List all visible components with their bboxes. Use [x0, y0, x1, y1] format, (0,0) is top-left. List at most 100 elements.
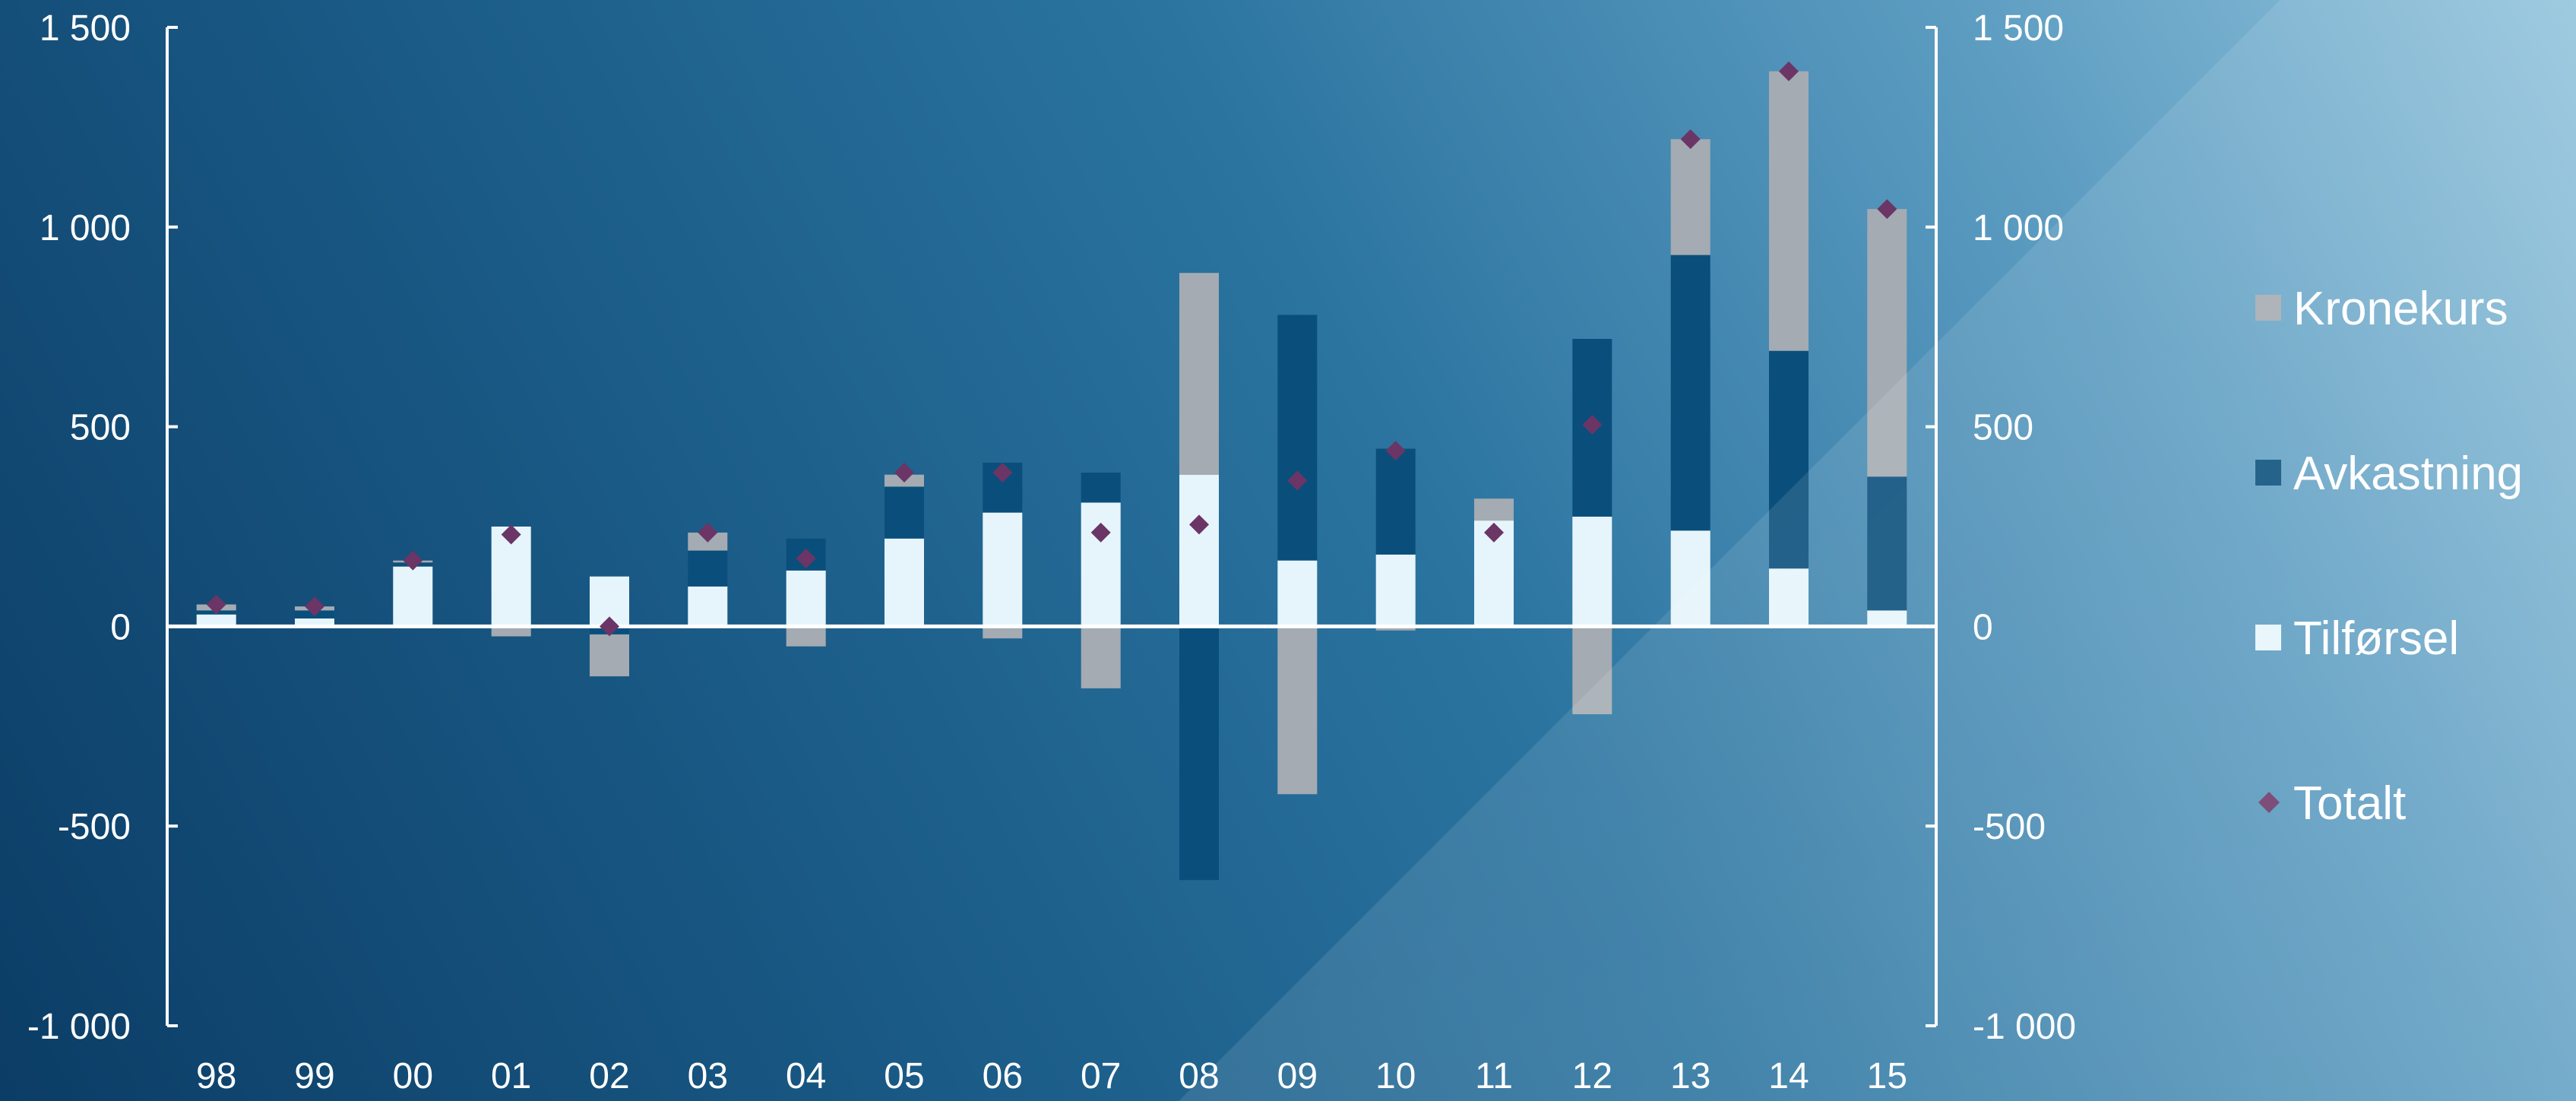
legend-item-tilf-rsel: Tilførsel [2255, 612, 2459, 665]
x-tick-label-98: 98 [196, 1056, 236, 1096]
x-tick-label-10: 10 [1375, 1056, 1416, 1096]
bar-kronekurs-15 [1867, 209, 1907, 477]
total-markers-layer [206, 61, 1897, 637]
x-tick-label-13: 13 [1670, 1056, 1710, 1096]
legend-label: Tilførsel [2293, 612, 2459, 665]
legend-item-avkastning: Avkastning [2255, 448, 2523, 500]
bar-kronekurs-07 [1081, 626, 1121, 688]
bar-kronekurs-08 [1179, 273, 1219, 475]
right-y-tick-label: 0 [1973, 607, 1993, 647]
legend-swatch-diamond [2258, 792, 2280, 813]
total-marker-10 [1385, 441, 1406, 461]
bar-kronekurs-02 [590, 634, 629, 677]
bar-kronekurs-06 [983, 626, 1023, 639]
bar-kronekurs-13 [1670, 139, 1710, 255]
total-marker-06 [992, 463, 1013, 483]
right-y-tick-label: 1 500 [1973, 8, 2064, 49]
bar-kronekurs-10 [1375, 626, 1416, 631]
legend-swatch [2255, 460, 2281, 486]
bar-avkastning-03 [688, 550, 728, 587]
bar-avkastning-13 [1670, 255, 1710, 531]
bar-avkastning-15 [1867, 476, 1907, 611]
bar-tilf-rsel-98 [196, 614, 236, 627]
bar-kronekurs-01 [491, 626, 531, 637]
total-marker-00 [403, 550, 423, 571]
left-y-tick-label: 1 500 [40, 8, 131, 49]
bar-tilf-rsel-14 [1769, 568, 1809, 627]
bar-tilf-rsel-09 [1277, 560, 1318, 627]
x-tick-label-99: 99 [294, 1056, 334, 1096]
legend-item-totalt: Totalt [2258, 777, 2406, 830]
legend: Kronekurs Avkastning Tilførsel Totalt [2255, 283, 2523, 830]
x-tick-label-14: 14 [1768, 1056, 1809, 1096]
legend-item-kronekurs: Kronekurs [2255, 283, 2508, 335]
bar-kronekurs-11 [1474, 498, 1514, 521]
bar-avkastning-14 [1769, 350, 1809, 569]
left-y-tick-label: 1 000 [40, 208, 131, 248]
bars-layer [196, 71, 1907, 881]
x-tick-label-11: 11 [1475, 1056, 1513, 1096]
total-marker-07 [1090, 522, 1111, 543]
bar-avkastning-07 [1081, 473, 1121, 503]
legend-swatch [2255, 625, 2281, 650]
x-tick-label-07: 07 [1081, 1056, 1121, 1096]
bar-kronekurs-04 [786, 626, 826, 647]
bar-tilf-rsel-03 [688, 586, 728, 627]
bar-tilf-rsel-15 [1867, 610, 1907, 627]
x-tick-label-06: 06 [983, 1056, 1023, 1096]
legend-swatch [2255, 295, 2281, 321]
x-tick-label-15: 15 [1867, 1056, 1907, 1096]
total-marker-09 [1287, 470, 1308, 491]
legend-label: Totalt [2293, 777, 2406, 830]
total-marker-99 [305, 596, 324, 617]
total-marker-12 [1582, 414, 1603, 435]
total-marker-98 [206, 594, 226, 615]
bar-kronekurs-14 [1769, 71, 1809, 351]
total-marker-08 [1189, 514, 1209, 535]
bar-tilf-rsel-13 [1670, 530, 1710, 627]
bar-kronekurs-12 [1572, 626, 1612, 714]
bar-avkastning-08 [1179, 626, 1219, 881]
x-tick-label-12: 12 [1572, 1056, 1612, 1096]
legend-label: Avkastning [2293, 448, 2523, 500]
total-marker-05 [894, 463, 914, 483]
bar-tilf-rsel-99 [295, 618, 334, 627]
axes-layer [166, 26, 1938, 1027]
x-tick-label-04: 04 [786, 1056, 826, 1096]
x-tick-label-03: 03 [688, 1056, 728, 1096]
bar-tilf-rsel-05 [885, 538, 924, 627]
left-y-tick-label: -1 000 [27, 1007, 131, 1047]
bar-tilf-rsel-06 [983, 512, 1023, 627]
left-y-tick-label: 0 [110, 607, 131, 647]
total-marker-04 [796, 549, 816, 569]
x-tick-label-05: 05 [884, 1056, 924, 1096]
total-marker-11 [1484, 522, 1504, 543]
left-y-tick-label: 500 [70, 408, 131, 448]
total-marker-13 [1680, 129, 1701, 150]
bar-avkastning-10 [1375, 448, 1416, 555]
total-marker-01 [501, 524, 521, 545]
right-y-tick-label: -500 [1973, 807, 2046, 847]
bar-tilf-rsel-07 [1081, 502, 1121, 627]
legend-label: Kronekurs [2293, 283, 2508, 335]
bar-tilf-rsel-08 [1179, 474, 1219, 627]
right-y-tick-label: 500 [1973, 408, 2033, 448]
x-tick-label-00: 00 [393, 1056, 433, 1096]
bar-kronekurs-09 [1277, 626, 1318, 795]
bar-avkastning-05 [885, 486, 924, 539]
x-tick-label-02: 02 [589, 1056, 629, 1096]
right-y-tick-label: -1 000 [1973, 1007, 2076, 1047]
total-marker-14 [1779, 61, 1799, 81]
x-tick-label-01: 01 [491, 1056, 531, 1096]
bar-avkastning-09 [1277, 315, 1318, 561]
total-marker-03 [698, 522, 718, 543]
x-tick-label-08: 08 [1179, 1056, 1219, 1096]
right-y-tick-label: 1 000 [1973, 208, 2064, 248]
bar-tilf-rsel-04 [786, 570, 826, 627]
total-marker-15 [1877, 199, 1897, 220]
bar-tilf-rsel-00 [393, 566, 433, 627]
bar-tilf-rsel-10 [1375, 554, 1416, 627]
